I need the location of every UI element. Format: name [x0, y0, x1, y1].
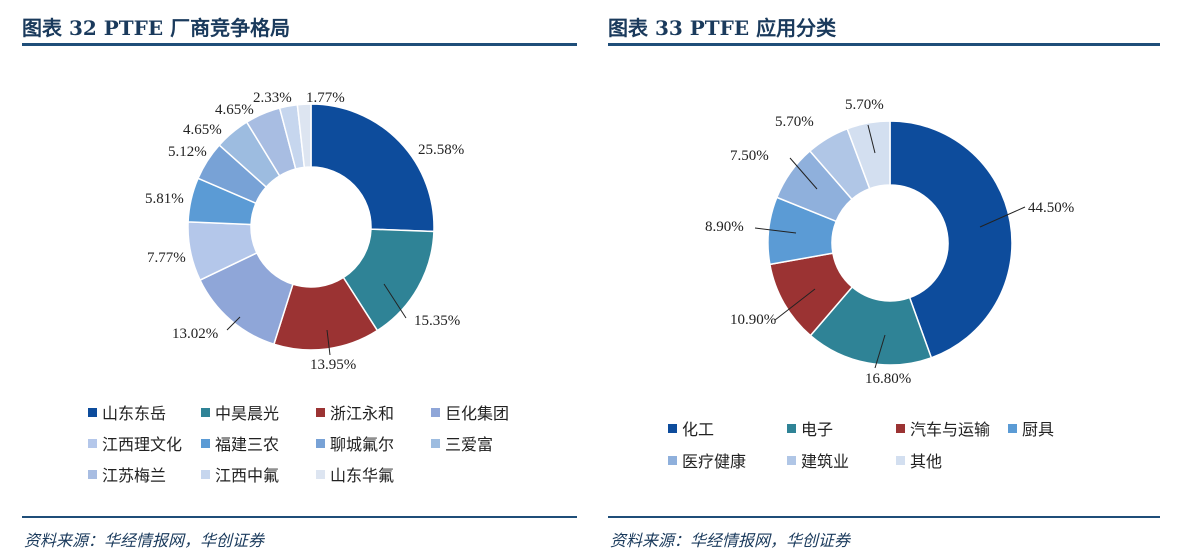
legend-item: 汽车与运输: [896, 416, 990, 440]
legend-item: 厨具: [1008, 416, 1054, 440]
legend-label: 中昊晨光: [215, 404, 280, 423]
legend-swatch: [668, 423, 677, 433]
leader-line: [789, 157, 818, 190]
leader-line: [326, 329, 331, 356]
data-label: 13.95%: [310, 357, 357, 373]
legend-label: 三爱富: [445, 435, 494, 454]
data-label: 7.77%: [147, 250, 186, 266]
legend-swatch: [316, 407, 325, 417]
legend-item: 聊城氟尔: [316, 431, 394, 455]
divider: [608, 516, 1160, 518]
data-label: 44.50%: [1028, 200, 1075, 216]
chart-title: 图表 33 PTFE 应用分类: [608, 16, 837, 40]
source-note: 资料来源：华经情报网，华创证券: [610, 531, 851, 550]
legend-swatch: [88, 407, 97, 417]
legend-swatch: [88, 438, 97, 448]
legend-item: 建筑业: [787, 448, 849, 472]
legend-label: 江西中氟: [215, 466, 280, 485]
leader-line: [383, 283, 407, 319]
legend-swatch: [896, 455, 905, 465]
legend-label: 江苏梅兰: [102, 466, 167, 485]
legend-item: 江西中氟: [201, 462, 279, 486]
data-label: 13.02%: [172, 326, 219, 342]
donut-chart: [754, 120, 1026, 369]
legend-label: 电子: [801, 420, 834, 439]
chart-title: 图表 32 PTFE 厂商竞争格局: [22, 16, 291, 40]
legend-item: 江西理文化: [88, 431, 182, 455]
legend-item: 化工: [668, 416, 714, 440]
data-label: 15.35%: [414, 313, 461, 329]
legend-label: 汽车与运输: [910, 420, 991, 439]
legend-swatch: [1008, 423, 1017, 433]
legend-label: 厨具: [1022, 420, 1055, 439]
legend-swatch: [431, 407, 440, 417]
data-label: 4.65%: [183, 122, 222, 138]
donut-slice-0: [889, 120, 1013, 359]
donut-slice-10: [296, 103, 312, 169]
legend-item: 浙江永和: [316, 400, 394, 424]
legend-item: 江苏梅兰: [88, 462, 166, 486]
chart-panel-left: 图表 32 PTFE 厂商竞争格局 资料来源：华经情报网，华创证券 25.58%…: [22, 16, 577, 550]
data-label: 2.33%: [253, 90, 292, 106]
data-label: 5.70%: [775, 114, 814, 130]
leader-line: [979, 206, 1026, 228]
legend-swatch: [88, 469, 97, 479]
donut-slice-6: [846, 120, 891, 190]
donut-slice-0: [310, 103, 435, 233]
legend-swatch: [787, 423, 796, 433]
data-label: 1.77%: [306, 90, 345, 106]
leader-line: [867, 124, 876, 154]
legend-item: 山东华氟: [316, 462, 394, 486]
legend-item: 山东东岳: [88, 400, 166, 424]
divider: [22, 516, 577, 518]
legend-item: 巨化集团: [431, 400, 509, 424]
data-label: 5.70%: [845, 97, 884, 113]
legend-label: 山东东岳: [102, 404, 167, 423]
legend-swatch: [201, 438, 210, 448]
data-label: 25.58%: [418, 142, 465, 158]
source-note: 资料来源：华经情报网，华创证券: [24, 531, 265, 550]
data-label: 10.90%: [730, 312, 777, 328]
legend-swatch: [896, 423, 905, 433]
data-label: 7.50%: [730, 148, 769, 164]
legend-swatch: [668, 455, 677, 465]
legend-swatch: [787, 455, 796, 465]
data-label: 8.90%: [705, 219, 744, 235]
divider: [608, 43, 1160, 46]
chart-panel-right: 图表 33 PTFE 应用分类 资料来源：华经情报网，华创证券 44.50% 16…: [600, 0, 1200, 558]
data-label: 16.80%: [865, 371, 912, 387]
legend-swatch: [316, 438, 325, 448]
leader-line: [774, 288, 816, 321]
data-label: 5.81%: [145, 191, 184, 207]
legend-swatch: [201, 407, 210, 417]
legend-item: 医疗健康: [668, 448, 746, 472]
legend-label: 化工: [682, 420, 715, 439]
legend-swatch: [316, 469, 325, 479]
donut-chart: [187, 103, 435, 356]
legend-swatch: [201, 469, 210, 479]
legend-label: 福建三农: [215, 435, 280, 454]
data-label: 4.65%: [215, 102, 254, 118]
legend-label: 浙江永和: [330, 404, 395, 423]
legend-item: 中昊晨光: [201, 400, 279, 424]
legend-label: 巨化集团: [445, 404, 510, 423]
legend-label: 其他: [910, 452, 943, 471]
leader-line: [874, 334, 886, 369]
legend-swatch: [431, 438, 440, 448]
legend-item: 电子: [787, 416, 833, 440]
leader-line: [226, 316, 241, 331]
data-label: 5.12%: [168, 144, 207, 160]
legend-item: 三爱富: [431, 431, 493, 455]
legend-item: 福建三农: [201, 431, 279, 455]
legend-label: 聊城氟尔: [330, 435, 395, 454]
legend-label: 医疗健康: [682, 452, 747, 471]
legend-item: 其他: [896, 448, 942, 472]
legend-label: 山东华氟: [330, 466, 395, 485]
legend-label: 建筑业: [801, 452, 850, 471]
divider: [22, 43, 577, 46]
leader-line: [754, 227, 797, 234]
legend-label: 江西理文化: [102, 435, 183, 454]
